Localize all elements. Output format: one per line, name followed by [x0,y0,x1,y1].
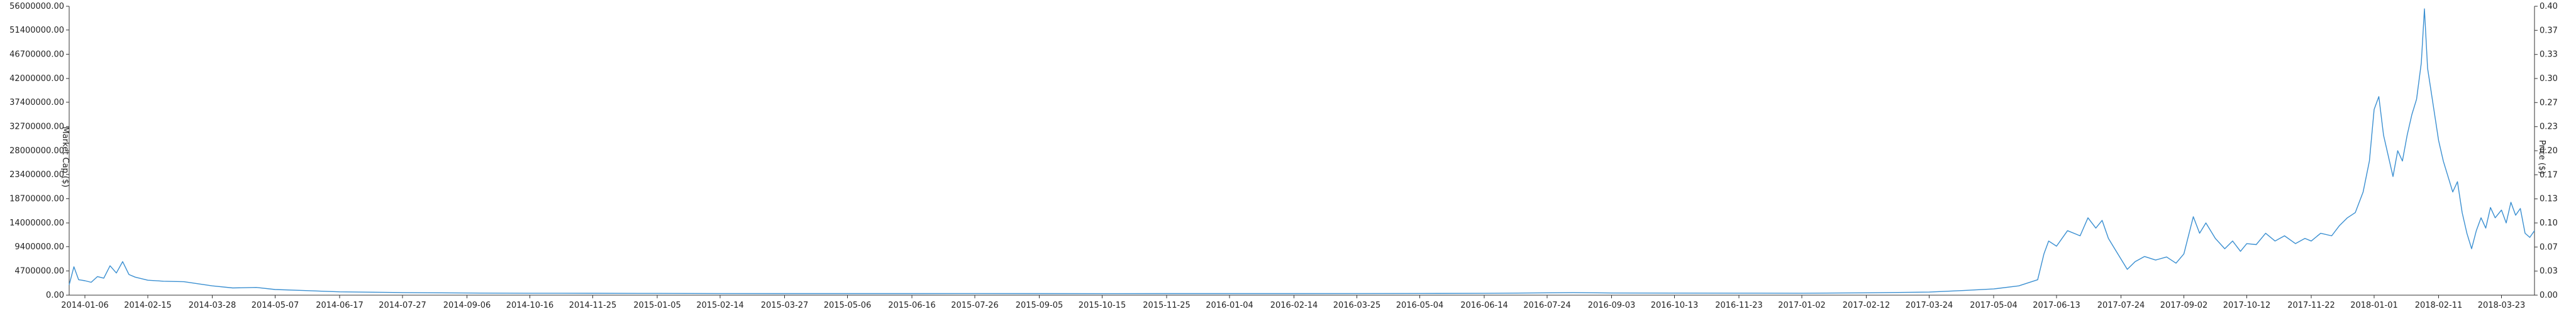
x-tick-label: 2014-03-28 [189,301,236,310]
x-tick-label: 2014-02-15 [124,301,172,310]
y-right-tick-label: 0.07 [2540,242,2558,252]
y-left-tick-label: 42000000.00 [9,74,64,84]
x-tick-label: 2015-01-05 [633,301,681,310]
x-tick-label: 2017-03-24 [1906,301,1953,310]
y-left-tick-label: 51400000.00 [9,26,64,35]
y-left-tick-label: 28000000.00 [9,146,64,156]
x-tick-label: 2014-05-07 [252,301,299,310]
x-tick-label: 2014-09-06 [443,301,491,310]
y-left-tick-label: 0.00 [46,291,64,300]
x-tick-label: 2015-05-06 [824,301,872,310]
y-left-tick-label: 32700000.00 [9,122,64,131]
x-tick-label: 2018-01-01 [2350,301,2398,310]
y-right-tick-label: 0.13 [2540,195,2558,204]
x-tick-label: 2017-07-24 [2097,301,2145,310]
y-right-tick-label: 0.30 [2540,74,2558,84]
series-line-0 [69,8,2535,295]
y-axis-right-title: Price ($) [2537,140,2546,174]
x-tick-label: 2018-03-23 [2478,301,2526,310]
x-tick-label: 2018-02-11 [2415,301,2463,310]
y-left-tick-label: 37400000.00 [9,98,64,107]
x-tick-label: 2015-06-16 [888,301,936,310]
y-right-tick-label: 0.00 [2540,291,2558,300]
x-tick-label: 2017-10-12 [2223,301,2271,310]
x-tick-label: 2016-09-03 [1588,301,1636,310]
x-tick-label: 2014-06-17 [316,301,364,310]
y-right-tick-label: 0.10 [2540,219,2558,228]
x-tick-label: 2014-07-27 [379,301,426,310]
x-tick-label: 2017-01-02 [1778,301,1826,310]
x-tick-label: 2016-01-04 [1206,301,1253,310]
y-right-tick-label: 0.20 [2540,146,2558,156]
x-tick-label: 2016-02-14 [1270,301,1318,310]
x-tick-label: 2016-11-23 [1715,301,1763,310]
y-right-tick-label: 0.03 [2540,267,2558,276]
y-left-tick-label: 4700000.00 [14,266,64,276]
x-tick-label: 2016-03-25 [1333,301,1381,310]
y-right-tick-label: 0.27 [2540,98,2558,107]
y-left-tick-label: 18700000.00 [9,194,64,203]
x-tick-label: 2016-07-24 [1523,301,1571,310]
x-tick-label: 2014-11-25 [569,301,617,310]
x-tick-label: 2016-06-14 [1460,301,1508,310]
x-tick-label: 2014-10-16 [506,301,554,310]
y-axis-left-title: Market Cap ($) [60,127,70,188]
y-left-tick-label: 9400000.00 [14,242,64,252]
y-left-tick-label: 23400000.00 [9,170,64,180]
x-tick-label: 2015-11-25 [1143,301,1191,310]
y-left-tick-label: 14000000.00 [9,219,64,228]
y-right-tick-label: 0.17 [2540,170,2558,180]
y-right-tick-label: 0.37 [2540,26,2558,35]
x-tick-label: 2015-10-15 [1079,301,1126,310]
y-left-tick-label: 46700000.00 [9,50,64,59]
x-tick-label: 2014-01-06 [61,301,109,310]
x-tick-label: 2017-02-12 [1843,301,1890,310]
y-right-tick-label: 0.40 [2540,2,2558,11]
x-tick-label: 2017-06-13 [2033,301,2080,310]
x-tick-label: 2015-09-05 [1016,301,1063,310]
x-tick-label: 2016-05-04 [1396,301,1444,310]
x-tick-label: 2015-07-26 [951,301,999,310]
y-right-tick-label: 0.33 [2540,50,2558,60]
x-tick-label: 2015-02-14 [696,301,744,310]
x-tick-label: 2017-05-04 [1970,301,2018,310]
x-tick-label: 2017-11-22 [2287,301,2335,310]
y-right-tick-label: 0.23 [2540,122,2558,132]
x-tick-label: 2017-09-02 [2160,301,2208,310]
y-left-tick-label: 56000000.00 [9,2,64,11]
x-tick-label: 2015-03-27 [761,301,809,310]
x-tick-label: 2016-10-13 [1651,301,1699,310]
